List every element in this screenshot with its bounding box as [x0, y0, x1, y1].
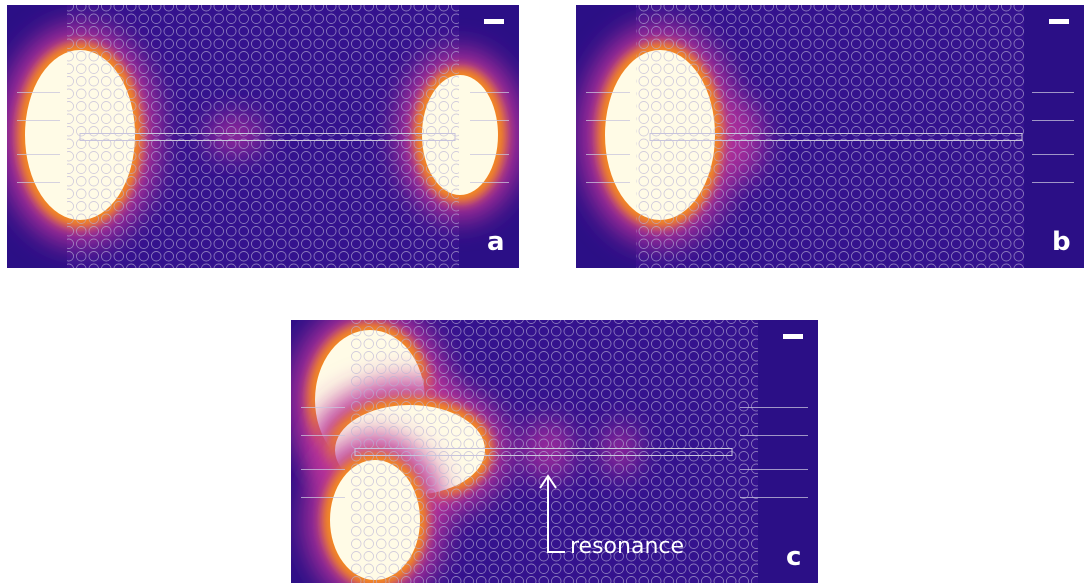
photonic-lattice [636, 5, 1024, 268]
panel: a [7, 5, 519, 268]
panel-label: c [786, 542, 801, 572]
scale-bar [484, 19, 504, 24]
scale-bar [783, 334, 803, 339]
annotation: resonance [570, 534, 684, 559]
panel: b [576, 5, 1084, 268]
panel: c [291, 320, 818, 583]
waveguide [79, 133, 456, 141]
scale-bar [1049, 19, 1069, 24]
waveguide [649, 133, 1023, 141]
annotation-arrow [539, 474, 565, 553]
panel-label: a [487, 227, 505, 257]
photonic-lattice [67, 5, 459, 268]
waveguide [354, 448, 733, 456]
photonic-lattice [351, 320, 758, 583]
panel-label: b [1052, 227, 1071, 257]
